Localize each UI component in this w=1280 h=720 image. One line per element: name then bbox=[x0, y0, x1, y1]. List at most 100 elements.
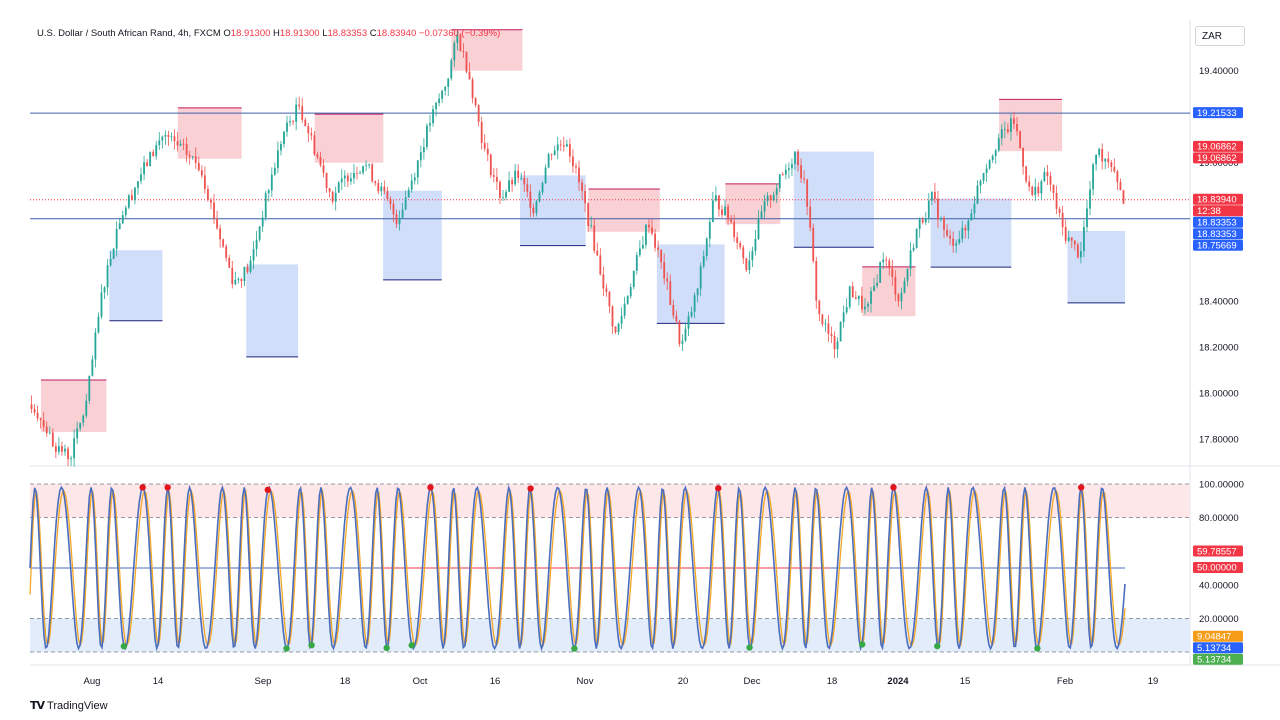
candle-body bbox=[985, 168, 988, 173]
candle-body bbox=[803, 178, 806, 180]
price-tag-label: 18.83353 bbox=[1197, 229, 1237, 240]
candle-body bbox=[940, 217, 942, 220]
candle-body bbox=[836, 341, 839, 350]
candle-body bbox=[614, 326, 617, 333]
candle-body bbox=[684, 328, 687, 341]
brand-watermark[interactable]: 𝗧𝗩 TradingView bbox=[30, 699, 108, 713]
time-axis-tick: Aug bbox=[84, 676, 101, 687]
oversold-signal-dot bbox=[571, 645, 578, 652]
price-axis-tick: 19.00000 bbox=[1199, 158, 1239, 169]
candle-body bbox=[67, 448, 69, 460]
candle-body bbox=[897, 294, 900, 302]
candle-body bbox=[410, 180, 413, 190]
price-tag bbox=[1193, 140, 1243, 152]
candle-body bbox=[368, 164, 371, 166]
price-tag bbox=[1193, 107, 1243, 119]
candle-body bbox=[669, 281, 672, 306]
candle-body bbox=[88, 375, 91, 401]
candle-body bbox=[666, 278, 669, 282]
overbought-signal-dot bbox=[890, 484, 897, 491]
candle-body bbox=[745, 258, 748, 271]
candle-body bbox=[273, 167, 276, 175]
candle-body bbox=[559, 144, 562, 146]
overbought-signal-dot bbox=[139, 484, 146, 491]
candle-body bbox=[918, 219, 921, 230]
candle-body bbox=[152, 152, 155, 157]
candle-body bbox=[672, 305, 675, 316]
candle-body bbox=[508, 180, 510, 192]
osc-value-tag-label: 59.78557 bbox=[1197, 546, 1237, 557]
candle-body bbox=[851, 286, 854, 298]
candle-body bbox=[489, 154, 492, 176]
currency-selector[interactable]: ZAR bbox=[1195, 26, 1245, 46]
osc-k-line bbox=[29, 484, 1126, 652]
candle-body bbox=[1043, 172, 1046, 182]
candle-body bbox=[143, 162, 145, 175]
price-tag bbox=[1193, 152, 1243, 164]
candle-body bbox=[210, 199, 212, 203]
candle-body bbox=[860, 295, 863, 310]
candle-body bbox=[623, 303, 626, 316]
candle-body bbox=[76, 428, 79, 439]
price-tag bbox=[1193, 228, 1243, 240]
candle-body bbox=[438, 98, 441, 103]
candle-body bbox=[316, 154, 319, 158]
candle-body bbox=[207, 189, 209, 200]
candle-body bbox=[882, 259, 885, 263]
osc-value-tag bbox=[1193, 653, 1243, 665]
candle-body bbox=[1076, 244, 1079, 258]
candle-body bbox=[194, 156, 197, 163]
candle-body bbox=[973, 203, 976, 214]
candle-body bbox=[1110, 162, 1113, 167]
candle-body bbox=[130, 195, 133, 200]
overbought-signal-dot bbox=[427, 484, 434, 491]
oversold-signal-dot bbox=[120, 643, 128, 650]
candle-body bbox=[991, 155, 994, 161]
price-axis-tick: 17.80000 bbox=[1199, 434, 1239, 445]
candle-body bbox=[733, 221, 736, 238]
demand-zone bbox=[930, 198, 1012, 268]
candle-body bbox=[1055, 192, 1058, 209]
price-tag bbox=[1193, 216, 1243, 228]
candle-body bbox=[575, 166, 577, 168]
low-value: 18.83353 bbox=[327, 28, 368, 39]
candle-body bbox=[1010, 118, 1012, 132]
candle-body bbox=[708, 222, 711, 239]
candle-body bbox=[775, 188, 778, 195]
candle-body bbox=[313, 135, 316, 155]
candle-body bbox=[1073, 240, 1076, 245]
candle-body bbox=[51, 432, 54, 447]
high-label: H bbox=[273, 28, 280, 39]
candle-body bbox=[94, 332, 97, 360]
candle-body bbox=[949, 235, 952, 239]
candle-body bbox=[371, 164, 374, 182]
candle-body bbox=[757, 218, 760, 239]
candle-body bbox=[1119, 182, 1122, 191]
candle-body bbox=[398, 217, 401, 225]
candle-body bbox=[264, 193, 267, 218]
candle-body bbox=[739, 243, 742, 248]
symbol-description[interactable]: U.S. Dollar / South African Rand, 4h, FX… bbox=[37, 28, 221, 39]
candle-body bbox=[413, 177, 416, 181]
supply-zone bbox=[999, 99, 1063, 152]
candle-body bbox=[885, 259, 888, 261]
candle-body bbox=[705, 238, 708, 257]
candle-body bbox=[322, 165, 325, 173]
candle-body bbox=[480, 121, 483, 143]
candle-body bbox=[231, 267, 234, 285]
candle-body bbox=[471, 79, 474, 99]
candle-body bbox=[465, 51, 468, 72]
candle-body bbox=[930, 191, 933, 201]
candle-body bbox=[727, 206, 729, 220]
price-tag bbox=[1193, 205, 1243, 217]
candle-body bbox=[222, 239, 225, 247]
oversold-signal-dot bbox=[408, 642, 415, 649]
candle-body bbox=[1064, 227, 1067, 241]
candle-body bbox=[383, 186, 386, 192]
candle-body bbox=[690, 311, 693, 317]
time-axis-tick: 15 bbox=[960, 676, 971, 687]
supply-zone bbox=[725, 183, 781, 225]
price-axis-tick: 18.00000 bbox=[1199, 388, 1239, 399]
candle-body bbox=[988, 160, 991, 169]
